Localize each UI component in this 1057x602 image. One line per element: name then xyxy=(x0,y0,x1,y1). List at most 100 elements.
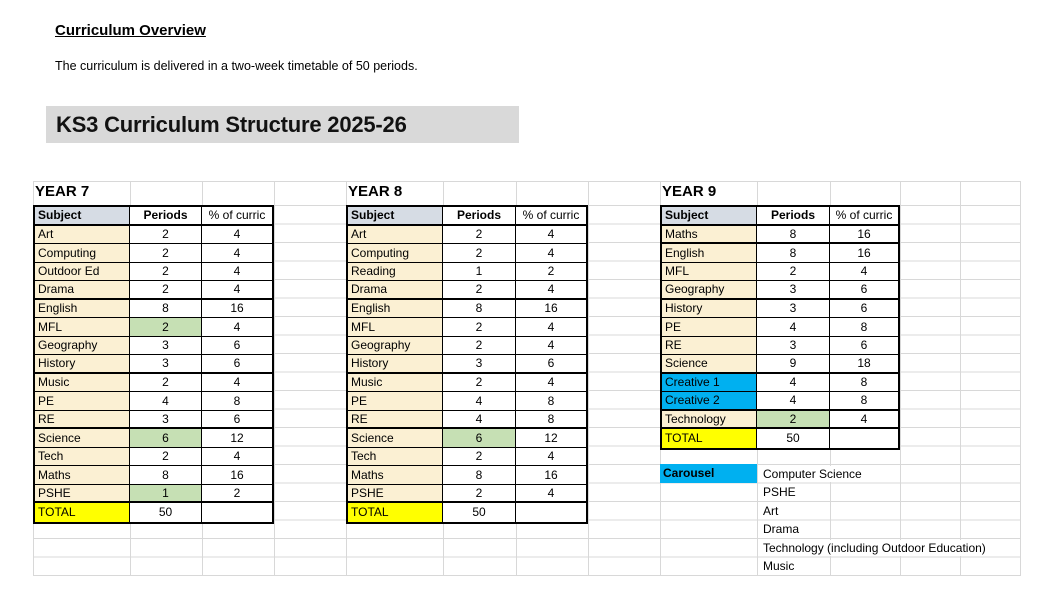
cell-subject: MFL xyxy=(662,262,757,280)
table-row: Maths 8 16 xyxy=(35,466,272,485)
cell-periods: 2 xyxy=(130,281,202,298)
column-header-periods: Periods xyxy=(443,207,516,224)
cell-subject: Drama xyxy=(348,281,443,298)
cell-periods: 3 xyxy=(130,336,202,354)
table-row: PE 4 8 xyxy=(662,318,898,337)
cell-periods: 8 xyxy=(443,299,516,317)
cell-total-percent xyxy=(202,503,272,522)
page-title: Curriculum Overview xyxy=(55,22,206,39)
cell-subject: History xyxy=(35,355,130,372)
cell-periods: 3 xyxy=(130,410,202,427)
cell-percent: 4 xyxy=(233,449,241,464)
cell-subject: RE xyxy=(35,410,130,427)
cell-subject: PE xyxy=(348,392,443,410)
cell-percent: 18 xyxy=(857,356,871,371)
cell-periods: 3 xyxy=(443,355,516,372)
cell-subject: Geography xyxy=(35,336,130,354)
cell-subject: MFL xyxy=(348,318,443,336)
carousel-item: Drama xyxy=(760,521,803,537)
table-row: Science 6 12 xyxy=(348,429,586,448)
table-row: Tech 2 4 xyxy=(35,447,272,466)
table-row: PSHE 1 2 xyxy=(35,484,272,503)
cell-periods: 1 xyxy=(443,262,516,280)
cell-percent: 4 xyxy=(547,449,555,464)
cell-periods: 8 xyxy=(130,299,202,317)
spreadsheet-area: YEAR 7 Subject Periods% of curric Art 2 4 Comp… xyxy=(33,181,1021,577)
cell-periods: 2 xyxy=(130,244,202,262)
table-row: History 3 6 xyxy=(348,355,586,374)
cell-percent: 16 xyxy=(857,245,871,260)
cell-percent: 4 xyxy=(233,227,241,242)
cell-subject: Art xyxy=(35,225,130,243)
cell-periods: 2 xyxy=(757,262,830,280)
cell-periods: 2 xyxy=(443,373,516,391)
carousel-item: Computer Science xyxy=(760,465,865,482)
table-row: MFL 2 4 xyxy=(662,262,898,281)
carousel-item: Technology (including Outdoor Education) xyxy=(760,539,989,556)
cell-periods: 2 xyxy=(130,373,202,391)
cell-periods: 4 xyxy=(443,392,516,410)
cell-percent: 16 xyxy=(230,467,244,482)
table-row: Drama 2 4 xyxy=(348,281,586,300)
cell-percent: 8 xyxy=(860,319,868,334)
cell-percent: 6 xyxy=(860,301,868,316)
cell-total-percent xyxy=(516,503,586,522)
cell-percent: 6 xyxy=(233,411,241,426)
cell-subject: Science xyxy=(35,429,130,447)
table-row: MFL 2 4 xyxy=(35,318,272,337)
table-header-row: Subject Periods % of curric xyxy=(35,207,272,226)
cell-total-periods: 50 xyxy=(443,503,516,522)
column-header-percent: % of curric xyxy=(522,208,580,223)
cell-periods: 8 xyxy=(130,466,202,484)
cell-periods: 2 xyxy=(130,447,202,465)
carousel-item: PSHE xyxy=(760,484,799,500)
cell-percent: 8 xyxy=(547,411,555,426)
cell-total-percent xyxy=(830,429,898,448)
carousel-item: Music xyxy=(760,558,798,574)
cell-total-label: TOTAL xyxy=(348,503,443,522)
cell-percent: 4 xyxy=(547,245,555,260)
cell-subject: Maths xyxy=(662,225,757,242)
cell-subject: Maths xyxy=(35,466,130,484)
cell-subject: History xyxy=(348,355,443,372)
table-row: Outdoor Ed 2 4 xyxy=(35,262,272,281)
table-row: Music 2 4 xyxy=(348,373,586,392)
cell-percent: 8 xyxy=(860,375,868,390)
table-row: Science 6 12 xyxy=(35,429,272,448)
cell-percent: 6 xyxy=(233,338,241,353)
year-table: Subject Periods% of curric Maths 8 16 English… xyxy=(660,205,900,450)
cell-percent: 12 xyxy=(544,430,558,445)
cell-subject: English xyxy=(35,299,130,317)
cell-subject: English xyxy=(348,299,443,317)
cell-percent: 4 xyxy=(233,375,241,390)
cell-periods: 2 xyxy=(130,318,202,336)
cell-periods: 2 xyxy=(443,447,516,465)
table-row: RE 3 6 xyxy=(662,336,898,355)
cell-percent: 8 xyxy=(860,393,868,408)
column-header-percent: % of curric xyxy=(835,208,893,223)
table-row: History 3 6 xyxy=(662,299,898,318)
intro-text: The curriculum is delivered in a two-wee… xyxy=(55,59,418,73)
cell-periods: 4 xyxy=(757,392,830,409)
cell-periods: 3 xyxy=(757,281,830,298)
cell-periods: 2 xyxy=(443,318,516,336)
cell-subject: Technology xyxy=(662,410,757,427)
cell-periods: 3 xyxy=(757,336,830,354)
cell-periods: 3 xyxy=(757,299,830,317)
cell-subject: PSHE xyxy=(348,484,443,501)
carousel-item: Art xyxy=(760,502,782,519)
cell-percent: 4 xyxy=(547,375,555,390)
section-banner-title: KS3 Curriculum Structure 2025-26 xyxy=(56,111,407,137)
cell-subject: Reading xyxy=(348,262,443,280)
cell-percent: 16 xyxy=(230,301,244,316)
table-row: PSHE 2 4 xyxy=(348,484,586,503)
cell-total-label: TOTAL xyxy=(662,429,757,448)
cell-percent: 4 xyxy=(547,485,555,500)
table-row: Tech 2 4 xyxy=(348,447,586,466)
cell-subject: Computing xyxy=(348,244,443,262)
cell-periods: 2 xyxy=(443,336,516,354)
table-row: Geography 2 4 xyxy=(348,336,586,355)
cell-percent: 4 xyxy=(547,338,555,353)
cell-periods: 3 xyxy=(130,355,202,372)
cell-subject: RE xyxy=(348,410,443,427)
